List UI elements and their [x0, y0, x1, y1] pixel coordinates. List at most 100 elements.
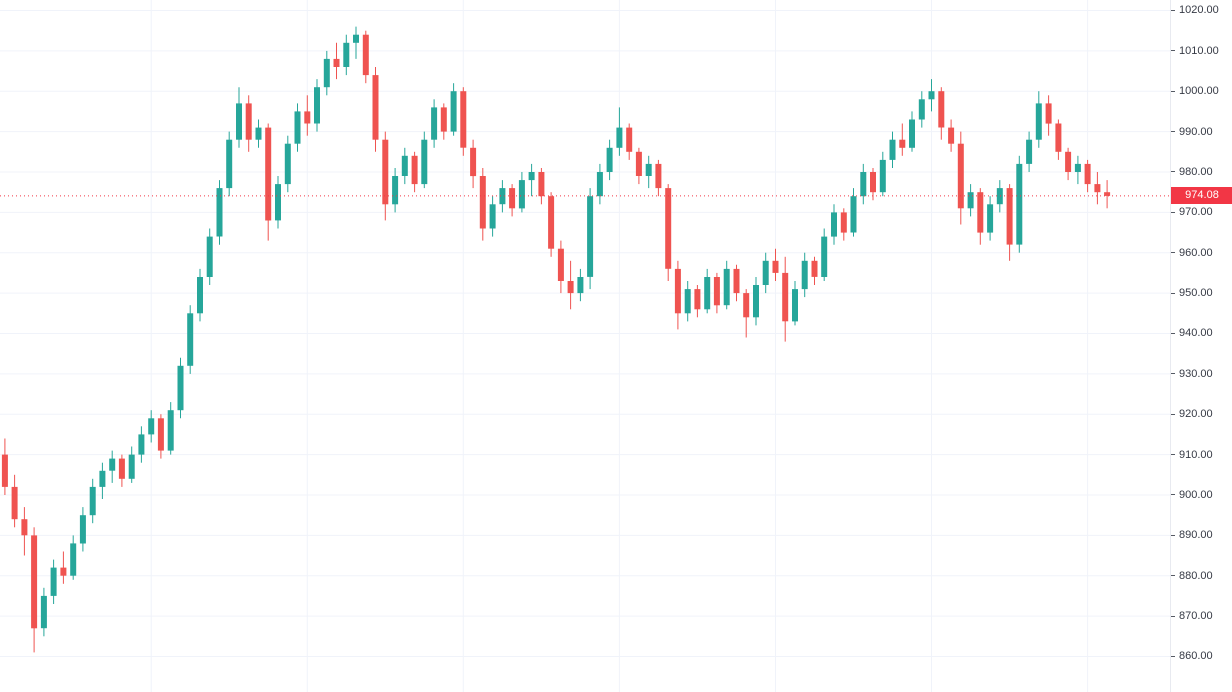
candle[interactable]	[811, 256, 818, 285]
candle[interactable]	[528, 163, 535, 197]
chart-plot-area[interactable]	[0, 0, 1170, 692]
candle[interactable]	[723, 260, 730, 310]
candle[interactable]	[197, 268, 203, 322]
candle[interactable]	[372, 67, 379, 152]
candle[interactable]	[470, 139, 477, 189]
candle[interactable]	[118, 454, 125, 487]
candle[interactable]	[1065, 147, 1072, 181]
candle[interactable]	[928, 79, 935, 112]
candle[interactable]	[226, 131, 233, 197]
candle[interactable]	[392, 168, 399, 213]
candle[interactable]	[440, 103, 447, 140]
candle[interactable]	[304, 95, 311, 136]
candle[interactable]	[479, 168, 486, 241]
candle[interactable]	[606, 139, 613, 181]
candle[interactable]	[889, 131, 896, 168]
candle[interactable]	[860, 163, 867, 205]
candle[interactable]	[821, 228, 828, 282]
candle[interactable]	[1026, 131, 1033, 172]
candle[interactable]	[401, 147, 408, 185]
candle[interactable]	[275, 176, 281, 229]
candle[interactable]	[167, 402, 174, 455]
candle[interactable]	[635, 147, 642, 185]
candle[interactable]	[801, 252, 808, 298]
candle[interactable]	[333, 42, 340, 80]
candle[interactable]	[138, 426, 145, 463]
candle[interactable]	[21, 507, 28, 556]
candle[interactable]	[216, 180, 223, 245]
candle[interactable]	[1035, 91, 1042, 148]
candle[interactable]	[499, 180, 506, 213]
candle[interactable]	[567, 260, 574, 310]
candle[interactable]	[918, 91, 925, 128]
candle[interactable]	[792, 281, 798, 326]
candle[interactable]	[265, 123, 272, 241]
candle[interactable]	[40, 587, 47, 637]
candle[interactable]	[733, 264, 740, 302]
candle[interactable]	[431, 99, 438, 148]
candle[interactable]	[1074, 155, 1081, 185]
candle[interactable]	[411, 151, 418, 193]
candle[interactable]	[987, 196, 994, 241]
candle[interactable]	[909, 111, 915, 152]
candle[interactable]	[31, 527, 38, 653]
candle[interactable]	[772, 248, 779, 281]
candlestick-chart-canvas[interactable]	[0, 0, 1170, 692]
candle[interactable]	[255, 119, 262, 148]
candle[interactable]	[489, 196, 496, 237]
candle[interactable]	[948, 119, 955, 152]
candle[interactable]	[831, 204, 837, 245]
candle[interactable]	[245, 95, 252, 152]
candle[interactable]	[421, 131, 428, 189]
candle[interactable]	[1045, 95, 1052, 136]
candle[interactable]	[460, 87, 467, 156]
candle[interactable]	[655, 159, 662, 197]
candle[interactable]	[645, 155, 652, 189]
candle[interactable]	[60, 551, 67, 584]
candle[interactable]	[938, 87, 945, 140]
candle[interactable]	[977, 188, 984, 245]
candle[interactable]	[187, 305, 194, 374]
candle[interactable]	[694, 285, 701, 318]
candle[interactable]	[782, 256, 789, 342]
candle[interactable]	[362, 30, 369, 84]
candle[interactable]	[674, 260, 681, 330]
candle[interactable]	[577, 268, 584, 302]
candle[interactable]	[89, 478, 96, 524]
candles-layer[interactable]	[1, 26, 1111, 653]
candle[interactable]	[1006, 184, 1013, 261]
candle[interactable]	[753, 277, 759, 326]
candle[interactable]	[157, 414, 164, 459]
candle[interactable]	[206, 228, 213, 286]
candle[interactable]	[284, 135, 291, 193]
candle[interactable]	[1055, 119, 1062, 160]
candle[interactable]	[128, 446, 135, 483]
price-axis[interactable]: 974.08 1020.00 1010.00 1000.00 990.00 980.00…	[1170, 0, 1232, 692]
candle[interactable]	[684, 281, 691, 322]
candle[interactable]	[1016, 155, 1023, 253]
candle[interactable]	[704, 268, 711, 314]
candle[interactable]	[626, 123, 633, 160]
candle[interactable]	[177, 357, 184, 419]
candle[interactable]	[557, 240, 564, 294]
candle[interactable]	[616, 107, 623, 156]
candle[interactable]	[109, 450, 116, 483]
candle[interactable]	[996, 180, 1003, 213]
candle[interactable]	[1084, 159, 1091, 193]
candle[interactable]	[70, 535, 77, 580]
candle[interactable]	[840, 208, 847, 241]
candle[interactable]	[323, 50, 330, 96]
candle[interactable]	[1, 438, 8, 496]
candle[interactable]	[509, 184, 516, 217]
candle[interactable]	[762, 252, 769, 294]
candle[interactable]	[743, 289, 750, 338]
candle[interactable]	[850, 188, 857, 237]
candle[interactable]	[99, 462, 106, 499]
candle[interactable]	[957, 131, 964, 225]
candle[interactable]	[538, 168, 545, 205]
candle[interactable]	[11, 474, 18, 528]
candle[interactable]	[879, 151, 886, 197]
candle[interactable]	[314, 79, 320, 132]
candle[interactable]	[236, 87, 242, 148]
candle[interactable]	[148, 410, 155, 443]
